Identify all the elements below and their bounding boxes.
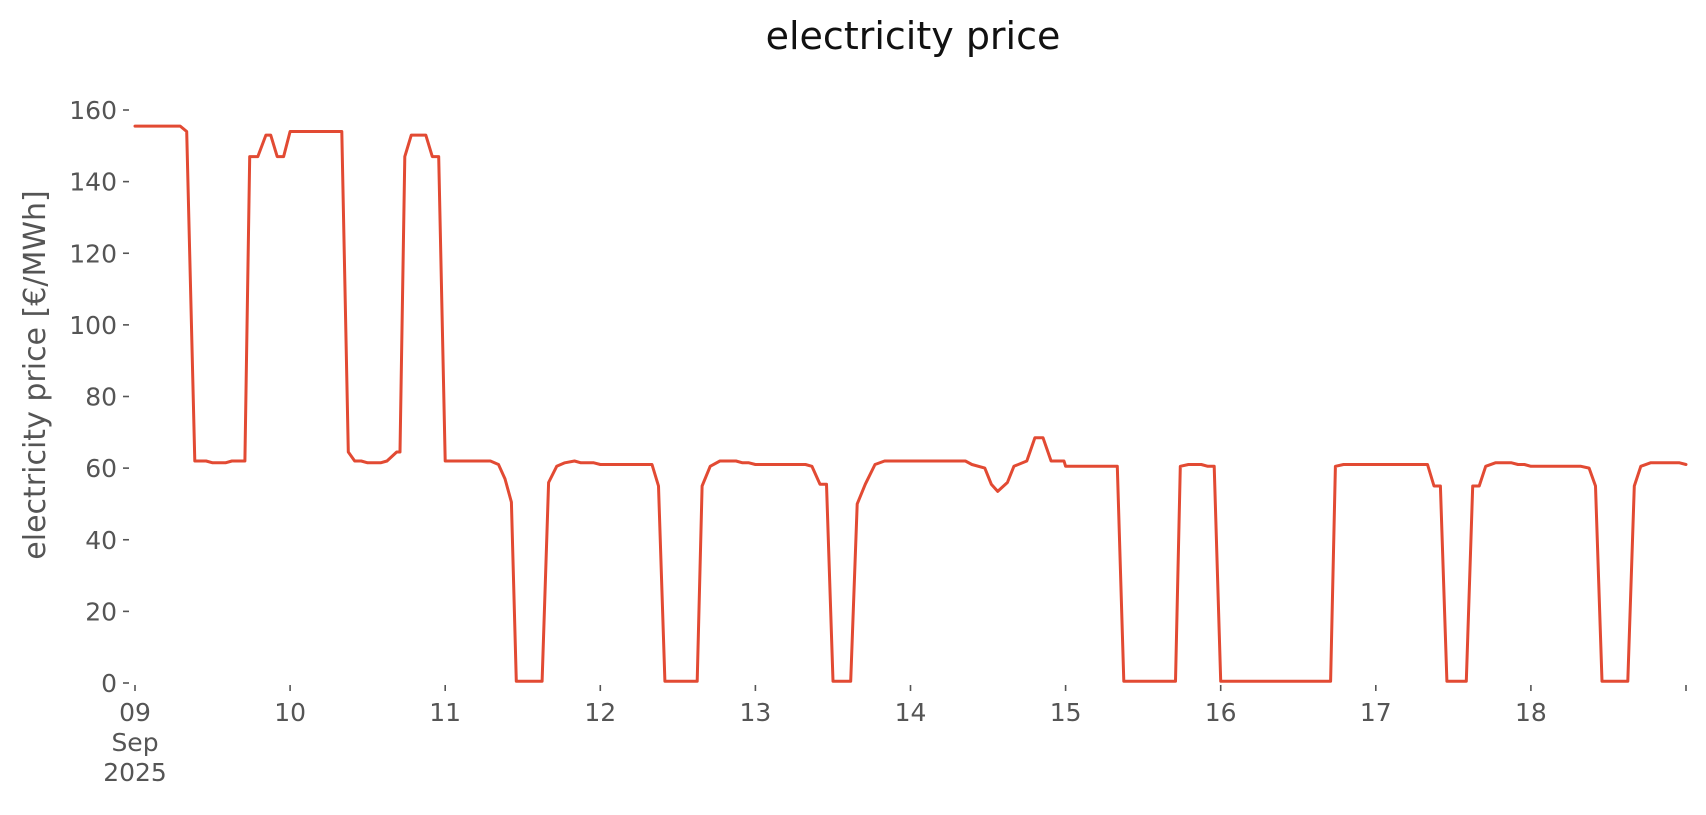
x-tick-sublabel: 2025 bbox=[103, 758, 167, 787]
y-tick-label: 20 bbox=[85, 597, 117, 626]
y-tick-label: 120 bbox=[69, 239, 117, 268]
y-tick-label: 160 bbox=[69, 96, 117, 125]
x-tick-label: 13 bbox=[739, 698, 771, 727]
x-tick-label: 10 bbox=[274, 698, 306, 727]
y-axis-label: electricity price [€/MWh] bbox=[18, 190, 53, 559]
chart-title: electricity price bbox=[766, 14, 1061, 58]
y-tick-label: 100 bbox=[69, 311, 117, 340]
x-tick-label: 17 bbox=[1360, 698, 1392, 727]
x-tick-label: 18 bbox=[1515, 698, 1547, 727]
y-tick-label: 0 bbox=[101, 669, 117, 698]
y-tick-label: 40 bbox=[85, 526, 117, 555]
y-tick-label: 60 bbox=[85, 454, 117, 483]
x-tick-label: 11 bbox=[429, 698, 461, 727]
y-tick-label: 140 bbox=[69, 168, 117, 197]
y-axis: 0 20 40 60 80 100 120 140 160 bbox=[69, 96, 129, 698]
plot-series bbox=[133, 124, 1688, 683]
price-series-line bbox=[133, 124, 1688, 683]
x-tick-label: 15 bbox=[1050, 698, 1082, 727]
x-tick-label: 14 bbox=[895, 698, 927, 727]
y-tick-label: 80 bbox=[85, 383, 117, 412]
x-tick-label: 16 bbox=[1205, 698, 1237, 727]
x-tick-sublabel: Sep bbox=[111, 728, 158, 757]
x-tick-label: 09 bbox=[119, 698, 151, 727]
x-tick-label: 12 bbox=[584, 698, 616, 727]
